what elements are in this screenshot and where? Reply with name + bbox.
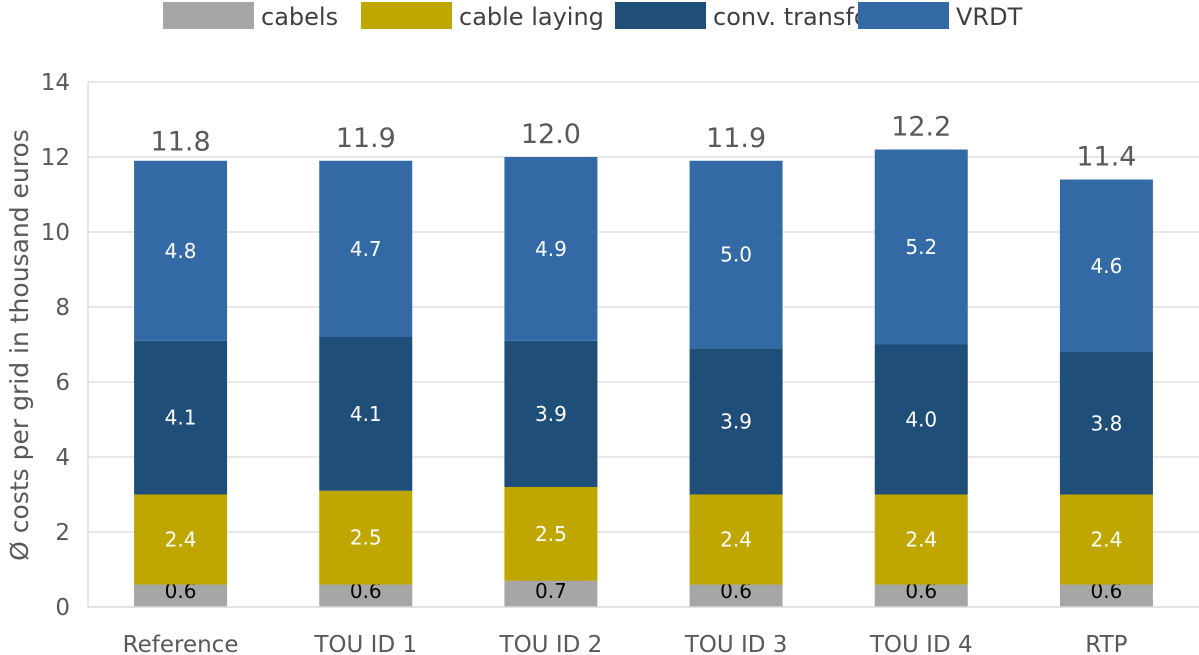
bar-segment-label: 4.8 [165, 239, 197, 263]
legend-swatch [361, 2, 452, 29]
bar-segment-label: 2.4 [720, 528, 752, 552]
legend: cabels cable laying conv. transformers VRDT [163, 2, 1023, 31]
bar-segment-label: 4.9 [535, 237, 567, 261]
bar-segment-label: 2.5 [350, 526, 382, 550]
bar-segment [134, 340, 228, 495]
x-tick-label: TOU ID 1 [313, 632, 417, 655]
bar-segment [1059, 494, 1153, 585]
y-tick-label: 0 [55, 595, 70, 621]
legend-label: cable laying [459, 3, 604, 31]
gridlines [88, 81, 1199, 533]
x-tick-label: TOU ID 4 [869, 632, 973, 655]
bar-segment [874, 344, 968, 495]
bar-total-label: 12.2 [891, 112, 951, 143]
bar-segment-label: 2.4 [1091, 528, 1123, 552]
bar-total-label: 11.8 [151, 127, 211, 158]
bar-segment [504, 157, 598, 341]
bar-segment [874, 149, 968, 345]
bar-segment-label: 3.8 [1091, 411, 1123, 435]
bar-segment [1059, 179, 1153, 352]
bar-total-label: 11.9 [336, 123, 396, 154]
bar-segment [689, 348, 783, 495]
y-tick-label: 10 [41, 220, 70, 246]
bar-group: 0.62.43.84.611.4 [1059, 142, 1153, 607]
bar-segment [689, 160, 783, 349]
y-tick-label: 6 [55, 370, 70, 396]
legend-swatch [615, 2, 706, 29]
bar-segment [319, 160, 413, 337]
bar-group: 0.62.54.14.711.9 [319, 123, 413, 607]
bar-total-label: 11.9 [706, 123, 766, 154]
x-tick-label: TOU ID 2 [499, 632, 603, 655]
bar-total-label: 11.4 [1076, 142, 1136, 173]
y-axis: 0 2 4 6 8 10 12 14 [41, 70, 89, 621]
bar-segment [874, 494, 968, 585]
bar-segment-label: 3.9 [535, 402, 567, 426]
bar-group: 0.7 2.5 3.9 4.9 12.0 [504, 119, 598, 607]
legend-swatch [858, 2, 949, 29]
bar-segment-label: 5.2 [905, 235, 937, 259]
bar-segment [319, 490, 413, 585]
bar-segment-label: 2.5 [535, 522, 567, 546]
y-axis-label: Ø costs per grid in thousand euros [5, 129, 34, 561]
bar-total-label: 12.0 [521, 119, 581, 150]
bar-segment-label: 4.0 [905, 408, 937, 432]
legend-label: cabels [261, 3, 338, 31]
bar-segment [134, 494, 228, 585]
bar-group: 0.62.43.95.011.9 [689, 123, 783, 607]
x-axis: Reference TOU ID 1 TOU ID 2 TOU ID 3 TOU ID … [88, 606, 1199, 655]
bar-segment-label: 2.4 [905, 528, 937, 552]
y-tick-label: 14 [41, 70, 70, 96]
bars: 0.62.44.14.811.80.62.54.14.711.90.72.53.… [134, 112, 1153, 607]
bar-segment-label: 5.0 [720, 243, 752, 267]
bar-segment-label: 4.7 [350, 237, 382, 261]
bar-segment [319, 337, 413, 491]
bar-segment-label: 2.4 [165, 528, 197, 552]
x-tick-label: Reference [123, 632, 239, 655]
bar-segment-label: 4.1 [165, 406, 197, 430]
bar-group: 0.62.44.05.212.2 [874, 112, 968, 607]
y-tick-label: 2 [55, 520, 70, 546]
bar-segment-label: 0.7 [535, 579, 567, 603]
bar-segment-label: 4.1 [350, 402, 382, 426]
bar-segment [689, 494, 783, 585]
bar-segment [504, 340, 598, 487]
bar-segment [1059, 352, 1153, 495]
bar-segment [504, 487, 598, 581]
y-tick-label: 4 [55, 445, 70, 471]
bar-segment-label: 3.9 [720, 409, 752, 433]
x-tick-label: TOU ID 3 [684, 632, 788, 655]
x-tick-label: RTP [1085, 632, 1127, 655]
bar-group: 0.62.44.14.811.8 [134, 127, 228, 607]
y-tick-label: 12 [41, 145, 70, 171]
y-tick-label: 8 [55, 295, 70, 321]
bar-segment-label: 4.6 [1091, 254, 1123, 278]
legend-label: VRDT [956, 3, 1023, 31]
bar-segment [134, 160, 228, 341]
legend-swatch [163, 2, 254, 29]
